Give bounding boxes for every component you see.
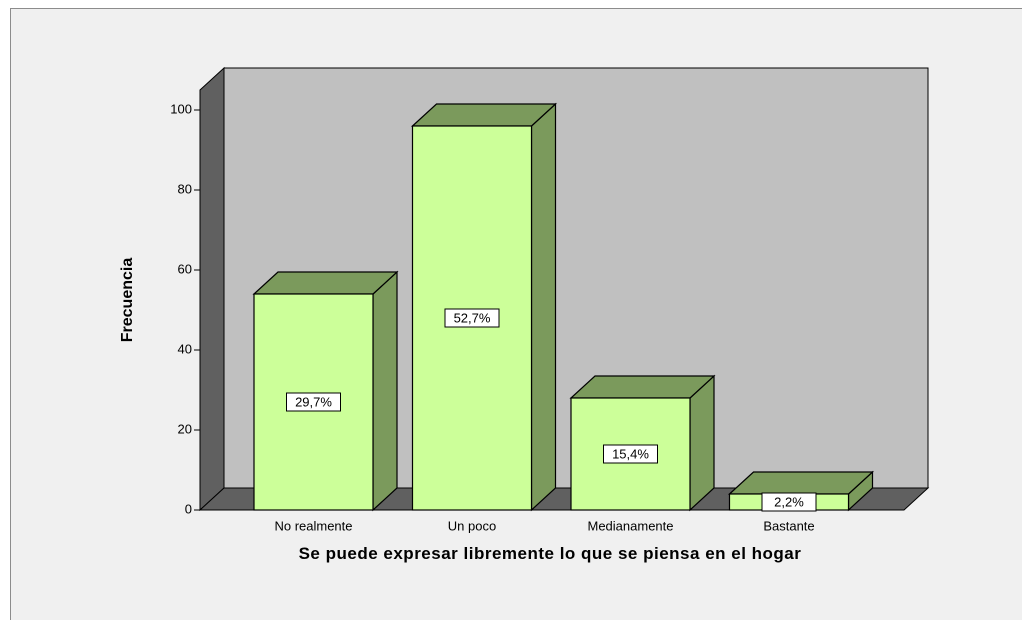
y-tick-label: 60: [178, 261, 192, 276]
bar-top: [410, 103, 558, 127]
bar-side: [530, 102, 557, 512]
data-label: 2,2%: [774, 494, 804, 509]
data-label-box: [603, 444, 658, 464]
bar-side: [689, 374, 715, 512]
bar-top: [569, 375, 716, 399]
bar-top: [727, 471, 875, 495]
y-tick-label: 40: [178, 341, 192, 356]
data-label-box: [444, 308, 500, 328]
bar-side: [372, 270, 398, 512]
data-label: 29,7%: [295, 394, 332, 409]
x-tick-label: No realmente: [274, 518, 352, 533]
y-tick-label: 100: [170, 101, 192, 116]
bar-top: [252, 271, 399, 295]
y-tick-label: 80: [178, 181, 192, 196]
x-axis-title: Se puede expresar libremente lo que se p…: [298, 544, 802, 563]
y-tick-label: 20: [178, 421, 192, 436]
x-tick-label: Un poco: [448, 518, 496, 533]
data-label-box: [286, 392, 341, 412]
x-tick-label: Medianamente: [588, 518, 674, 533]
data-label-box: [761, 492, 817, 512]
data-label: 15,4%: [612, 446, 649, 461]
y-tick-label: 0: [185, 501, 192, 516]
data-label: 52,7%: [454, 310, 491, 325]
y-axis-title: Frecuencia: [119, 258, 136, 343]
left-wall: [199, 66, 225, 512]
x-tick-label: Bastante: [763, 518, 814, 533]
